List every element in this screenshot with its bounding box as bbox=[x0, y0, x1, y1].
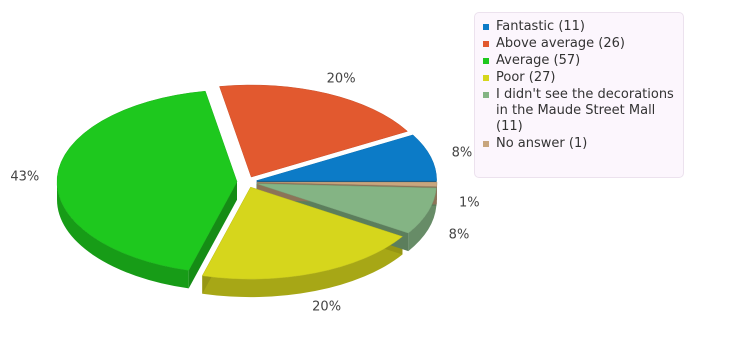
slice-percent-label: 20% bbox=[312, 300, 341, 315]
legend-swatch bbox=[483, 41, 489, 47]
legend-item: I didn't see the decorations in the Maud… bbox=[483, 87, 675, 135]
legend-label: Above average (26) bbox=[496, 36, 625, 51]
legend-swatch bbox=[483, 92, 489, 98]
legend-label: No answer (1) bbox=[496, 136, 588, 151]
pie-slice bbox=[256, 134, 437, 181]
legend-swatch bbox=[483, 75, 489, 81]
legend-item: Poor (27) bbox=[483, 70, 675, 86]
legend-swatch bbox=[483, 141, 489, 147]
chart-legend: Fantastic (11) Above average (26) Average … bbox=[474, 12, 684, 178]
legend-item: No answer (1) bbox=[483, 136, 675, 152]
slice-percent-label: 20% bbox=[327, 72, 356, 87]
slice-percent-label: 1% bbox=[459, 196, 480, 211]
pie-slice-side bbox=[202, 236, 403, 298]
pie-slice bbox=[256, 183, 437, 234]
pie-slice-side bbox=[57, 181, 189, 289]
legend-label: Poor (27) bbox=[496, 70, 556, 85]
legend-label: I didn't see the decorations in the Maud… bbox=[496, 87, 674, 134]
pie-slice bbox=[201, 186, 403, 280]
legend-label: Fantastic (11) bbox=[496, 19, 586, 34]
legend-item: Fantastic (11) bbox=[483, 19, 675, 35]
pie-slice bbox=[256, 181, 438, 187]
legend-swatch bbox=[483, 24, 489, 30]
slice-percent-label: 43% bbox=[10, 170, 39, 185]
pie-slice bbox=[219, 84, 408, 178]
legend-swatch bbox=[483, 58, 489, 64]
legend-item: Above average (26) bbox=[483, 36, 675, 52]
legend-item: Average (57) bbox=[483, 53, 675, 69]
pie-slice-wall bbox=[188, 181, 238, 289]
slice-percent-label: 8% bbox=[452, 146, 473, 161]
slice-percent-label: 8% bbox=[449, 227, 470, 242]
pie-slice bbox=[56, 90, 238, 271]
legend-label: Average (57) bbox=[496, 53, 581, 68]
